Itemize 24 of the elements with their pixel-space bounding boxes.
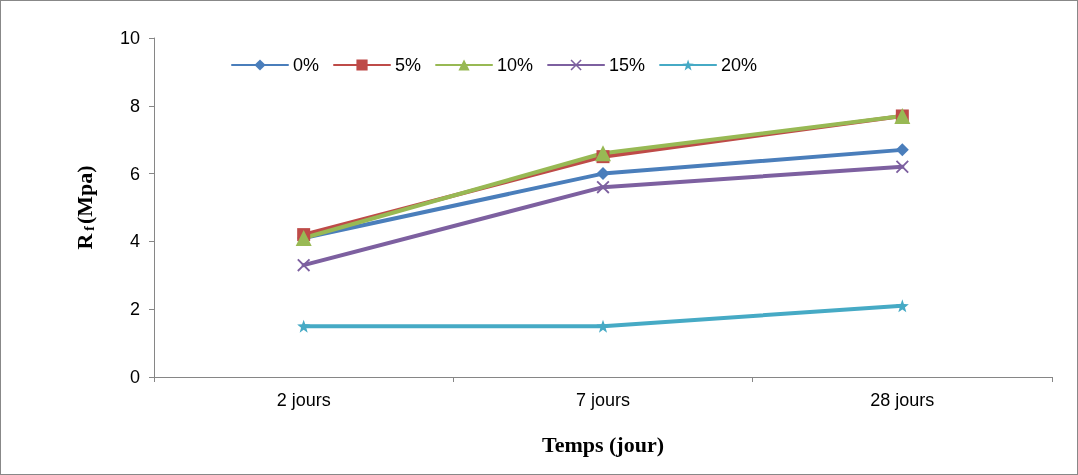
x-tick-label: 2 jours xyxy=(276,390,331,410)
legend-label: 10% xyxy=(497,55,534,75)
point xyxy=(297,319,311,333)
y-tick-label: 4 xyxy=(129,231,140,252)
y-tick-label: 8 xyxy=(129,95,140,116)
legend-label: 15% xyxy=(609,55,646,75)
y-axis-title: Rf(Mpa) xyxy=(71,165,97,250)
legend-label: 20% xyxy=(721,55,758,75)
y-tick-label: 6 xyxy=(129,163,140,184)
point xyxy=(895,299,909,313)
point xyxy=(895,160,909,174)
point xyxy=(595,145,611,162)
legend-label: 5% xyxy=(395,55,422,75)
point xyxy=(596,167,610,181)
point xyxy=(596,180,610,194)
point xyxy=(297,258,311,272)
y-tick-label: 2 xyxy=(129,299,140,320)
legend-label: 0% xyxy=(293,55,320,75)
x-tick-label: 28 jours xyxy=(870,390,935,410)
x-axis-title: Temps (jour) xyxy=(541,431,665,457)
x-tick-label: 7 jours xyxy=(575,390,631,410)
point xyxy=(895,143,909,157)
y-tick-label: 10 xyxy=(119,28,140,48)
y-tick-label: 0 xyxy=(129,367,140,387)
